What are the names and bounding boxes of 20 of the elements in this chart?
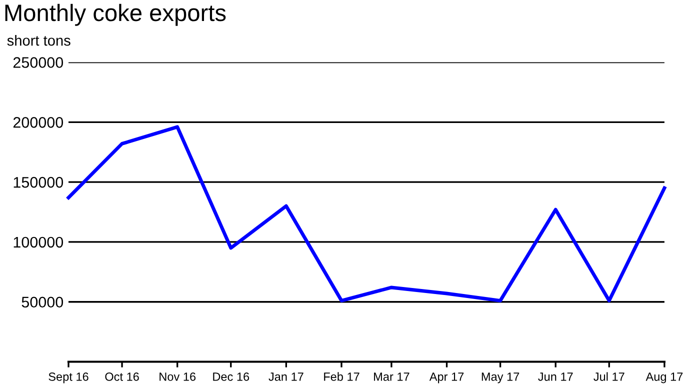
y-tick-label: 150000 bbox=[14, 176, 64, 188]
y-tick-label: 50000 bbox=[22, 296, 64, 308]
y-tick-label: 100000 bbox=[14, 236, 64, 248]
x-tick-label: Jan 17 bbox=[268, 372, 304, 381]
x-tick-label: Dec 16 bbox=[213, 372, 250, 381]
x-tick-label: Apr 17 bbox=[429, 372, 464, 384]
y-tick-label: 200000 bbox=[13, 117, 64, 128]
x-tick-label: Oct 16 bbox=[105, 372, 139, 381]
x-tick-label: May 17 bbox=[482, 372, 520, 384]
x-tick-label: Sept 16 bbox=[48, 372, 88, 384]
x-tick-label: Mar 17 bbox=[374, 372, 410, 381]
x-tick-label: Nov 16 bbox=[160, 372, 196, 381]
line-series bbox=[66, 125, 666, 302]
chart-title: Monthly coke exports bbox=[5, 4, 226, 26]
x-tick-label: Jul 17 bbox=[594, 372, 624, 381]
x-tick-label: Feb 17 bbox=[324, 372, 360, 381]
y-axis-title: short tons bbox=[7, 35, 70, 46]
y-tick-label: 250000 bbox=[13, 57, 64, 68]
x-tick-label: Aug 17 bbox=[646, 372, 683, 384]
x-tick-label: Jun 17 bbox=[538, 372, 573, 381]
